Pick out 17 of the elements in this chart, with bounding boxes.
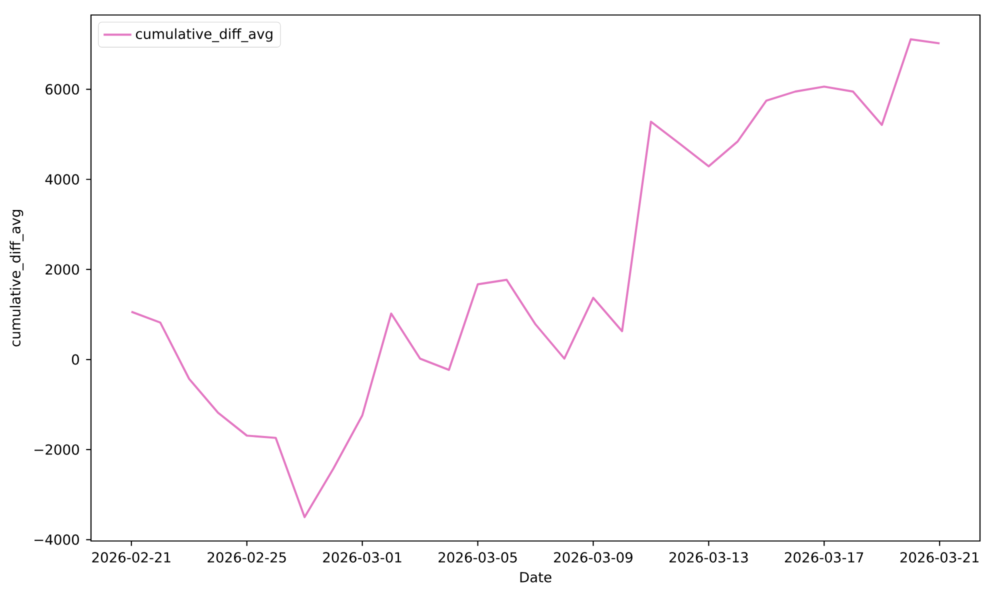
x-tick-label: 2026-03-17: [784, 552, 864, 563]
y-tick-label: 4000: [45, 174, 79, 185]
x-tick-label: 2026-03-21: [900, 552, 979, 563]
legend-label: cumulative_diff_avg: [136, 28, 272, 42]
y-axis-title: cumulative_diff_avg: [10, 210, 24, 346]
x-tick-label: 2026-03-01: [323, 552, 402, 563]
x-axis-title: Date: [520, 572, 552, 582]
x-tick-label: 2026-03-13: [670, 552, 748, 563]
y-tick-label: 2000: [46, 264, 79, 275]
y-tick-label: 6000: [46, 84, 79, 95]
y-tick-label: −4000: [34, 534, 79, 545]
y-tick-label: 0: [72, 354, 79, 365]
x-tick-label: 2026-03-05: [438, 552, 517, 563]
x-tick-label: 2026-03-09: [554, 552, 632, 563]
x-tick-label: 2026-02-21: [92, 552, 170, 563]
y-tick-label: −2000: [34, 444, 79, 455]
x-tick-label: 2026-02-25: [208, 552, 286, 563]
